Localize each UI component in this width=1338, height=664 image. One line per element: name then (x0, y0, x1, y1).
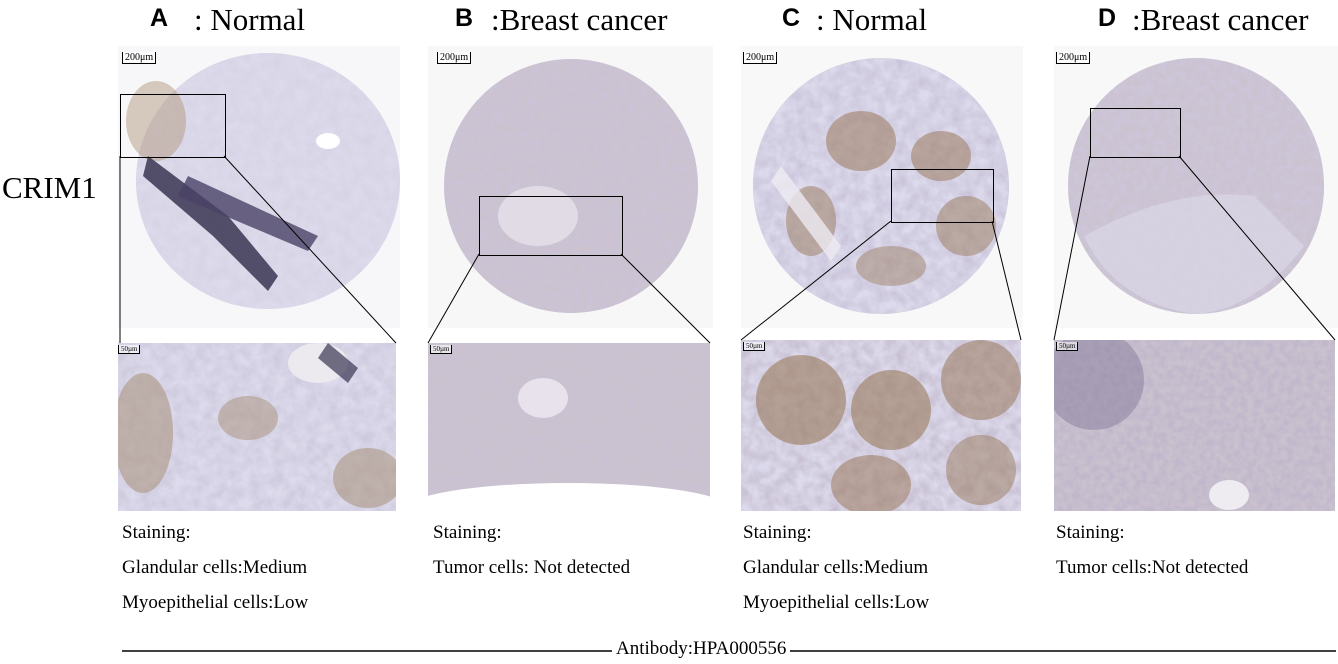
panel-a-header: A : Normal (150, 2, 350, 38)
panel-a-letter: A (150, 4, 169, 32)
panel-d-letter: D (1098, 4, 1117, 32)
panel-a-caption-line: Myoepithelial cells:Low (122, 592, 309, 613)
panel-c-title: : Normal (816, 2, 928, 37)
panel-b-title: :Breast cancer (491, 2, 668, 37)
panel-b-caption-line: Tumor cells: Not detected (433, 557, 631, 578)
panel-d-caption-line: Tumor cells:Not detected (1056, 557, 1249, 578)
panel-b-core-image (428, 46, 713, 328)
panel-c-zoom-box (891, 169, 994, 223)
panel-b-caption: Staining: Tumor cells: Not detected (433, 521, 630, 580)
panel-c-caption-line: Staining: (743, 522, 812, 543)
panel-c-scale-bar-bottom: 50µm (743, 342, 766, 351)
panel-d-core-image (1054, 46, 1338, 328)
panel-b-scale-bar-bottom: 50µm (430, 345, 453, 354)
panel-c-caption-line: Glandular cells:Medium (743, 557, 929, 578)
panel-d-scale-bar-top: 200μm (1056, 52, 1091, 64)
panel-c-core-image (741, 46, 1023, 328)
panel-d-header: D :Breast cancer (1098, 2, 1338, 38)
panel-a-caption-line: Staining: (122, 522, 191, 543)
panel-d-caption: Staining: Tumor cells:Not detected (1056, 521, 1248, 580)
panel-b-header: B :Breast cancer (455, 2, 715, 38)
panel-a-caption: Staining: Glandular cells:Medium Myoepit… (122, 521, 308, 615)
panel-d-zoom-image (1054, 340, 1335, 511)
panel-b-scale-bar-top: 200μm (437, 52, 472, 64)
panel-c-caption: Staining: Glandular cells:Medium Myoepit… (743, 521, 929, 615)
panel-a-scale-bar-bottom: 50µm (118, 345, 141, 354)
panel-b-zoom-image (428, 343, 710, 511)
panel-c-header: C : Normal (782, 2, 982, 38)
panel-a-scale-bar-top: 200μm (122, 52, 157, 64)
panel-d-zoom-box (1090, 108, 1181, 158)
panel-a-core-image (118, 46, 400, 328)
antibody-label: Antibody:HPA000556 (612, 638, 791, 660)
panel-b-letter: B (455, 4, 474, 32)
panel-c-scale-bar-top: 200μm (743, 52, 778, 64)
panel-d-title: :Breast cancer (1132, 2, 1309, 37)
antibody-footer: Antibody:HPA000556 (0, 638, 1338, 662)
panel-a-zoom-image (118, 343, 396, 511)
row-label: CRIM1 (2, 170, 97, 205)
panel-a-caption-line: Glandular cells:Medium (122, 557, 308, 578)
panel-c-zoom-image (741, 340, 1021, 511)
panel-a-zoom-box (120, 94, 226, 158)
panel-b-caption-line: Staining: (433, 522, 502, 543)
panel-d-caption-line: Staining: (1056, 522, 1125, 543)
panel-c-caption-line: Myoepithelial cells:Low (743, 592, 930, 613)
panel-d-scale-bar-bottom: 50µm (1056, 342, 1079, 351)
panel-a-title: : Normal (194, 2, 306, 37)
panel-c-letter: C (782, 4, 801, 32)
panel-b-zoom-box (479, 196, 623, 256)
